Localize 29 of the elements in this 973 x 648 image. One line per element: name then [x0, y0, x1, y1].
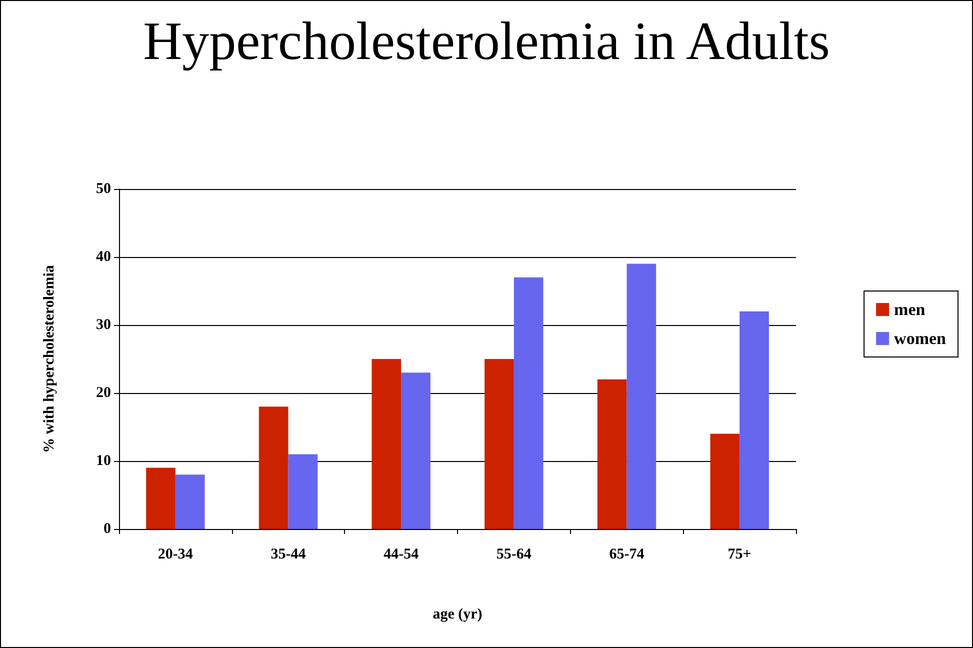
x-tick-label: 44-54 — [384, 546, 420, 562]
bar — [258, 406, 288, 529]
y-tick-label: 10 — [96, 453, 111, 469]
x-tick-label: 75+ — [728, 546, 752, 562]
chart-title: Hypercholesterolemia in Adults — [143, 11, 830, 71]
bar — [740, 311, 769, 529]
y-tick-label: 40 — [96, 249, 111, 265]
y-tick-label: 0 — [104, 521, 111, 537]
y-tick-label: 50 — [96, 181, 111, 197]
legend-label: women — [894, 329, 947, 348]
x-tick-label: 65-74 — [609, 546, 645, 562]
bar — [514, 277, 544, 529]
x-tick-label: 55-64 — [496, 546, 532, 562]
x-tick-label: 35-44 — [270, 546, 306, 562]
legend-label: men — [894, 300, 926, 319]
bar — [288, 454, 318, 529]
x-tick-label: 20-34 — [158, 546, 194, 562]
bar — [484, 359, 514, 529]
y-tick-label: 30 — [96, 317, 111, 333]
bar — [175, 474, 205, 529]
bar — [401, 372, 430, 529]
bar — [710, 434, 740, 529]
bar — [146, 468, 176, 529]
y-tick-label: 20 — [96, 385, 111, 401]
x-axis-title: age (yr) — [432, 606, 482, 622]
bar — [597, 379, 627, 529]
bar — [626, 264, 656, 529]
y-axis-title: % with hypercholesterolemia — [42, 264, 58, 453]
bar — [372, 359, 402, 529]
